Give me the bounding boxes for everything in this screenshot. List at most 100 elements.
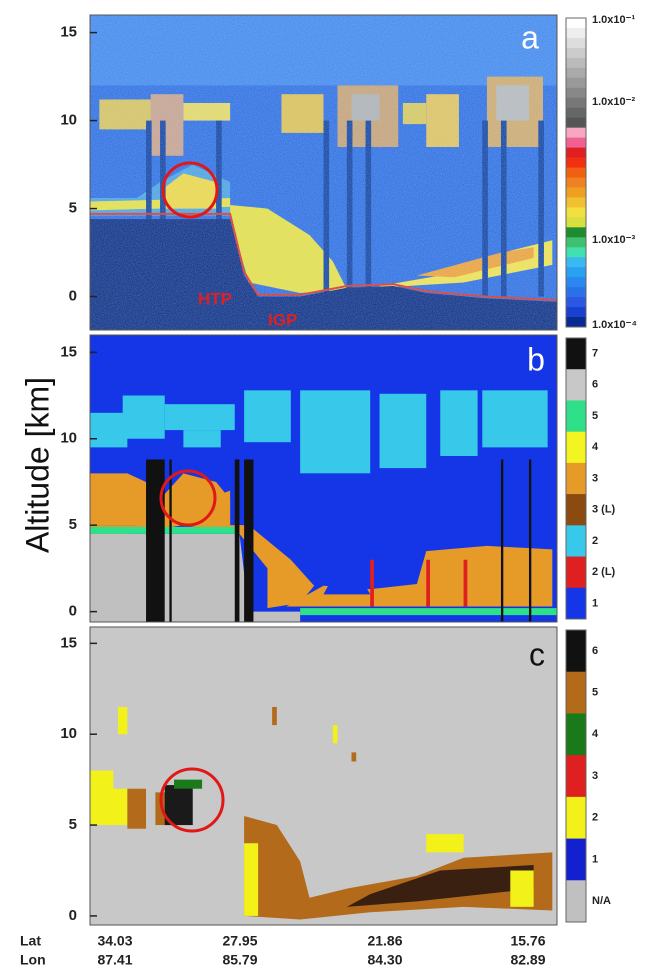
colorbar-label: 3 (L) [592, 504, 616, 516]
curtain-region [440, 390, 478, 457]
colorbar-cell [566, 197, 586, 208]
curtain-region [272, 706, 277, 726]
colorbar-cell [566, 87, 586, 99]
y-axis-label: Altitude [km] [19, 377, 55, 553]
y-tick-label: 0 [69, 288, 77, 305]
colorbar-cell [566, 880, 586, 923]
y-tick-label: 10 [60, 112, 77, 129]
lat-tick-label: 21.86 [367, 933, 402, 949]
colorbar-label: 4 [592, 728, 599, 740]
y-tick-label: 10 [60, 725, 77, 742]
colorbar-cell [566, 587, 586, 620]
colorbar-cell [566, 27, 586, 39]
curtain-region [323, 577, 371, 595]
colorbar-cell [566, 187, 586, 198]
colorbar-label: 1 [592, 853, 598, 865]
colorbar-frame [565, 17, 587, 328]
curtain-region [500, 459, 504, 622]
colorbar-cell [566, 217, 586, 228]
curtain-region [127, 788, 147, 829]
curtain-region [164, 404, 235, 431]
panel-label: c [529, 636, 545, 672]
curtain-region [482, 390, 548, 448]
colorbar-label: 3 [592, 472, 598, 484]
lon-tick-label: 84.30 [367, 952, 402, 968]
y-tick-label: 10 [60, 430, 77, 447]
curtain-region [90, 412, 128, 448]
annotation: HTP [198, 289, 232, 308]
curtain-region [174, 779, 203, 789]
colorbar-cell [566, 369, 586, 401]
curtain-region [346, 865, 534, 907]
panel-b [90, 335, 557, 622]
panel-frame [89, 334, 558, 623]
curtain-region [104, 788, 128, 826]
colorbar-label: 1 [592, 597, 598, 609]
colorbar-label: 5 [592, 410, 598, 422]
colorbar-label: 1.0x10⁻² [592, 96, 635, 108]
curtain-region [90, 533, 301, 622]
colorbar-cell [566, 431, 586, 464]
colorbar-cell [566, 107, 586, 119]
colorbar-cell [566, 556, 586, 589]
colorbar-cell [566, 277, 586, 288]
lat-tick-label: 34.03 [97, 933, 132, 949]
curtain-region [332, 725, 338, 744]
curtain-region [183, 430, 221, 448]
colorbar-frame [565, 337, 587, 620]
colorbar-cell [566, 147, 586, 159]
colorbar-cell [566, 37, 586, 49]
panel-frame [89, 14, 558, 331]
colorbar-cell [566, 137, 586, 149]
panel-label: a [521, 19, 539, 55]
colorbar-label: N/A [592, 895, 611, 907]
curtain-region [118, 706, 128, 735]
colorbar-cell [566, 127, 586, 139]
colorbar-label: 1.0x10⁻⁴ [592, 319, 637, 331]
curtain-region [463, 559, 468, 607]
colorbar-label: 1.0x10⁻¹ [592, 14, 635, 26]
colorbar-label: 2 [592, 535, 598, 547]
colorbar-cell [566, 117, 586, 129]
colorbar-cell [566, 57, 586, 69]
y-tick-label: 0 [69, 603, 77, 620]
curtain-region [426, 834, 464, 853]
curtain-region [146, 459, 165, 622]
lon-tick-label: 87.41 [97, 952, 132, 968]
colorbar-cell [566, 400, 586, 433]
lat-tick-label: 27.95 [222, 933, 257, 949]
colorbar-cell [566, 287, 586, 298]
colorbar-cell [566, 247, 586, 258]
colorbar-cell [566, 77, 586, 89]
lon-tick-label: 85.79 [222, 952, 257, 968]
colorbar-cell [566, 755, 586, 798]
lon-label: Lon [20, 952, 46, 968]
colorbar-label: 4 [592, 441, 599, 453]
y-tick-label: 5 [69, 200, 77, 217]
colorbar-cell [566, 838, 586, 881]
curtain-region [510, 870, 534, 907]
y-tick-label: 0 [69, 907, 77, 924]
colorbar-frame [565, 629, 587, 923]
colorbar-cell [566, 47, 586, 59]
colorbar-label: 1.0x10⁻³ [592, 234, 635, 246]
colorbar-cell [566, 97, 586, 109]
curtain-region [244, 843, 259, 916]
colorbar-cell [566, 525, 586, 558]
lat-label: Lat [20, 933, 41, 949]
y-tick-label: 15 [60, 634, 77, 651]
colorbar-cell [566, 462, 586, 495]
curtain-region [426, 559, 430, 607]
panel-frame [89, 626, 558, 926]
y-tick-label: 5 [69, 516, 77, 533]
y-tick-label: 15 [60, 343, 77, 360]
curtain-region [122, 395, 165, 439]
lat-tick-label: 15.76 [510, 933, 545, 949]
panel-label: b [527, 341, 545, 377]
colorbar-cell [566, 157, 586, 169]
lon-tick-label: 82.89 [510, 952, 545, 968]
colorbar-label: 6 [592, 379, 598, 391]
colorbar-cell [566, 177, 586, 188]
highlight-circle [161, 161, 219, 219]
